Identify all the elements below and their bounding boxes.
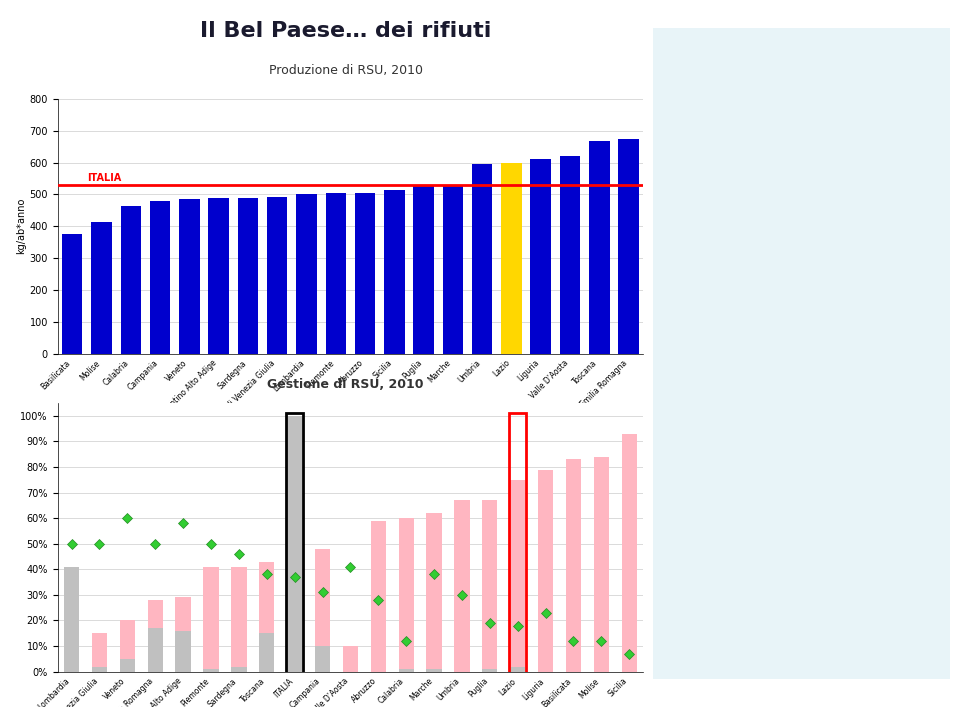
Bar bbox=[531, 159, 551, 354]
Bar bbox=[148, 628, 163, 672]
Text: In valore assoluto, il Lazio è la
regione italiana che smaltisce la
maggiore qua: In valore assoluto, il Lazio è la region… bbox=[701, 496, 902, 550]
Text: Gestione di RSU, 2010: Gestione di RSU, 2010 bbox=[267, 378, 424, 391]
Bar bbox=[510, 480, 525, 672]
Bar bbox=[176, 597, 191, 672]
Bar bbox=[208, 198, 228, 354]
Bar bbox=[286, 413, 303, 673]
RD bbox=[345, 563, 356, 571]
Text: Il Bel Paese… dei rifiuti: Il Bel Paese… dei rifiuti bbox=[200, 21, 492, 41]
Text: Produzione di RSU, 2010: Produzione di RSU, 2010 bbox=[269, 64, 422, 76]
Bar bbox=[482, 501, 497, 672]
Bar bbox=[565, 460, 581, 672]
RD bbox=[205, 539, 217, 548]
Wedge shape bbox=[742, 322, 802, 392]
RD bbox=[595, 637, 607, 645]
RD bbox=[317, 588, 328, 597]
Text: ITALIA: ITALIA bbox=[86, 173, 121, 183]
Bar bbox=[231, 567, 247, 672]
Bar bbox=[287, 416, 302, 672]
Bar bbox=[501, 163, 521, 354]
RD bbox=[233, 550, 245, 559]
Bar bbox=[371, 520, 386, 672]
RD bbox=[400, 637, 412, 645]
Bar bbox=[398, 669, 414, 672]
Bar bbox=[259, 633, 275, 672]
Bar bbox=[121, 206, 141, 354]
Bar bbox=[297, 194, 317, 354]
RD bbox=[261, 570, 273, 578]
Bar bbox=[621, 433, 636, 672]
Line: RD: RD bbox=[68, 515, 633, 658]
Bar bbox=[384, 189, 404, 354]
Wedge shape bbox=[731, 354, 831, 463]
Bar bbox=[92, 633, 108, 672]
Bar bbox=[64, 567, 80, 672]
Bar bbox=[231, 667, 247, 672]
Bar bbox=[589, 141, 610, 354]
RD bbox=[540, 609, 551, 617]
Bar bbox=[482, 669, 497, 672]
Text: Fonte: Elaborazione Safe su dati ISPRA: Fonte: Elaborazione Safe su dati ISPRA bbox=[720, 657, 883, 666]
RD bbox=[178, 519, 189, 527]
Bar bbox=[426, 669, 442, 672]
Wedge shape bbox=[802, 322, 873, 456]
Bar bbox=[355, 193, 375, 354]
Bar bbox=[426, 513, 442, 672]
Bar bbox=[398, 518, 414, 672]
Bar bbox=[454, 501, 469, 672]
Bar bbox=[64, 651, 80, 672]
Bar bbox=[150, 201, 170, 354]
Bar bbox=[92, 667, 108, 672]
Bar bbox=[560, 156, 580, 354]
RD bbox=[289, 573, 300, 581]
Text: Nel 2010 produzione totale
32,5 mln t: Nel 2010 produzione totale 32,5 mln t bbox=[700, 48, 903, 76]
Bar bbox=[510, 667, 525, 672]
RD bbox=[512, 621, 523, 630]
Bar bbox=[148, 600, 163, 672]
Bar bbox=[509, 413, 526, 673]
Bar bbox=[343, 646, 358, 672]
Bar bbox=[472, 164, 492, 354]
Bar bbox=[180, 199, 200, 354]
Bar bbox=[62, 234, 83, 354]
Bar bbox=[120, 659, 135, 672]
RD bbox=[122, 514, 133, 522]
Text: Centro
41%: Centro 41% bbox=[746, 412, 788, 433]
Bar bbox=[325, 193, 346, 354]
Text: Nord
16%: Nord 16% bbox=[764, 341, 795, 363]
Bar bbox=[204, 669, 219, 672]
RD bbox=[623, 650, 635, 658]
Bar bbox=[238, 197, 258, 354]
RD bbox=[66, 539, 78, 548]
Bar bbox=[315, 646, 330, 672]
Bar bbox=[443, 185, 463, 354]
Bar bbox=[176, 631, 191, 672]
Bar bbox=[267, 197, 287, 354]
Bar bbox=[538, 469, 553, 672]
Bar bbox=[91, 223, 111, 354]
Text: RSU avviati a Discarica: RSU avviati a Discarica bbox=[725, 288, 878, 301]
Bar bbox=[204, 567, 219, 672]
Text: Sud
43%: Sud 43% bbox=[833, 372, 860, 393]
Bar bbox=[287, 554, 302, 672]
Bar bbox=[414, 187, 434, 354]
Bar bbox=[593, 457, 609, 672]
Bar bbox=[315, 549, 330, 672]
RD bbox=[372, 596, 384, 604]
Bar bbox=[618, 139, 638, 354]
RD bbox=[567, 637, 579, 645]
Bar bbox=[120, 621, 135, 672]
RD bbox=[428, 570, 440, 578]
RD bbox=[150, 539, 161, 548]
RD bbox=[94, 539, 106, 548]
Text: Tra le regioni non si apprezzano
forti variazioni nella produzione
procapite, ma: Tra le regioni non si apprezzano forti v… bbox=[719, 171, 884, 238]
Bar bbox=[259, 561, 275, 672]
RD bbox=[456, 590, 468, 599]
RD bbox=[484, 619, 495, 627]
Y-axis label: kg/ab*anno: kg/ab*anno bbox=[16, 198, 27, 255]
